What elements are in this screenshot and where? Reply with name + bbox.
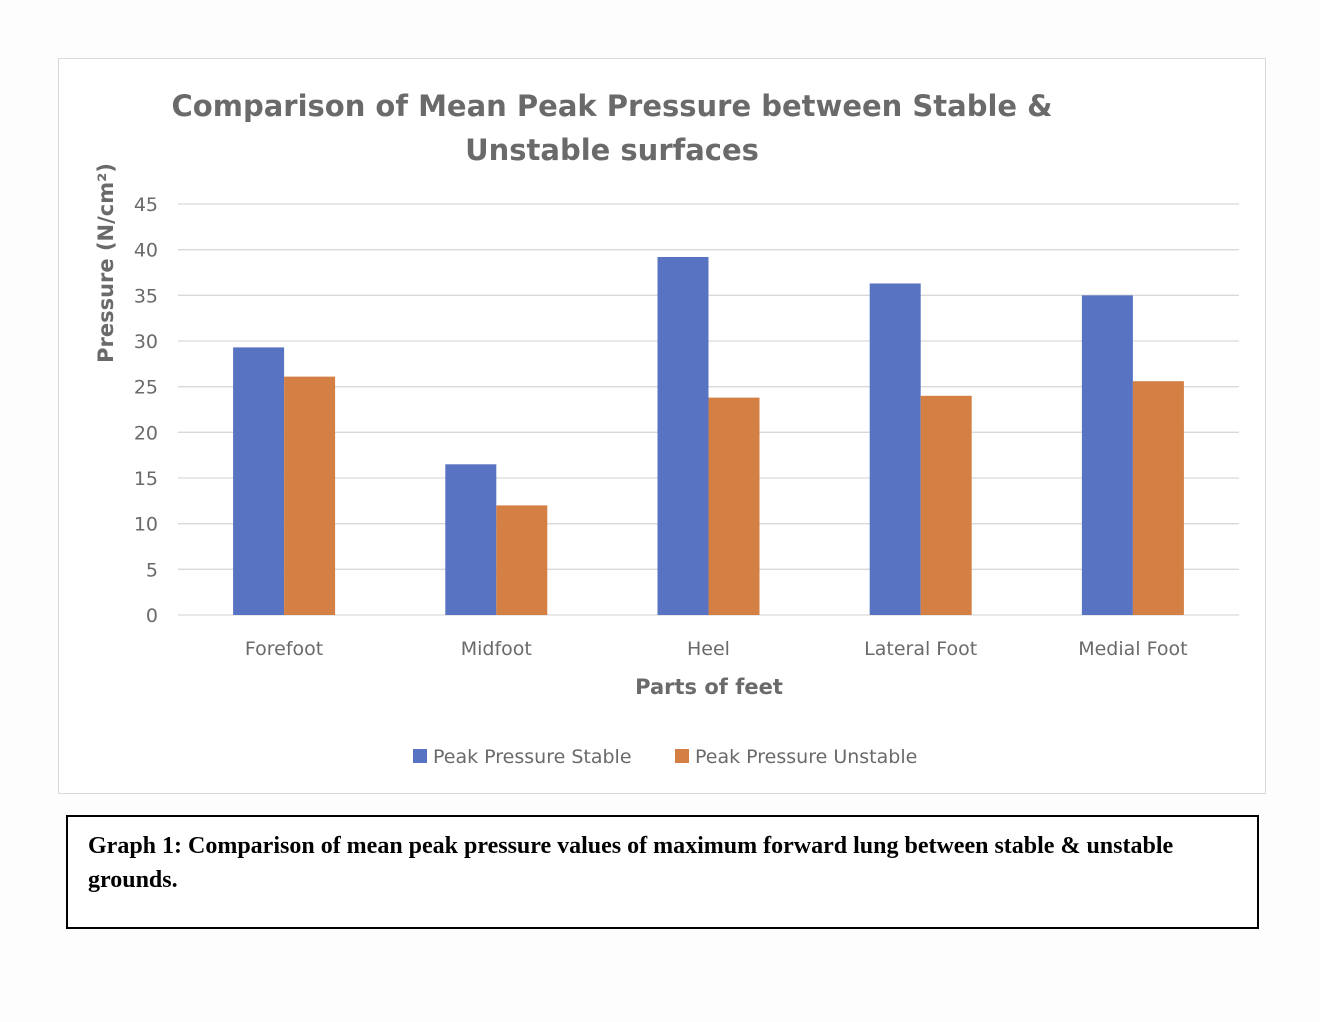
legend: Peak Pressure Stable Peak Pressure Unstab… xyxy=(413,746,917,768)
bar-stable-heel xyxy=(657,256,709,615)
y-tick-label: 10 xyxy=(134,514,158,536)
y-tick-label: 40 xyxy=(134,240,158,262)
y-tick-label: 15 xyxy=(134,468,158,490)
x-axis-ticks: Forefoot Midfoot Heel Lateral Foot Medial Fo… xyxy=(245,638,1188,660)
bar-unstable-medial-foot xyxy=(1132,381,1184,615)
y-tick-label: 25 xyxy=(134,377,158,399)
chart-title-line-2: Unstable surfaces xyxy=(465,133,759,167)
chart-frame: Comparison of Mean Peak Pressure between… xyxy=(58,58,1266,794)
x-tick-label: Forefoot xyxy=(245,638,323,660)
x-tick-label: Lateral Foot xyxy=(864,638,977,660)
x-tick-label: Midfoot xyxy=(461,638,532,660)
y-tick-label: 45 xyxy=(134,194,158,216)
bar-chart: Comparison of Mean Peak Pressure between… xyxy=(94,89,1239,768)
bar-stable-forefoot xyxy=(233,347,285,615)
bar-stable-lateral-foot xyxy=(869,283,921,615)
bars xyxy=(233,256,1184,615)
x-tick-label: Heel xyxy=(687,638,730,660)
bar-unstable-heel xyxy=(708,397,760,615)
legend-swatch xyxy=(675,749,689,763)
x-axis-title: Parts of feet xyxy=(635,675,783,699)
legend-swatch xyxy=(413,749,427,763)
bar-stable-medial-foot xyxy=(1081,295,1133,615)
legend-label: Peak Pressure Stable xyxy=(433,746,632,768)
bar-stable-midfoot xyxy=(445,464,497,615)
bar-unstable-midfoot xyxy=(496,505,548,615)
y-axis-ticks: 0 5 10 15 20 25 30 35 40 45 xyxy=(134,194,158,627)
legend-label: Peak Pressure Unstable xyxy=(695,746,917,768)
bar-unstable-lateral-foot xyxy=(920,395,972,615)
figure-caption-box: Graph 1: Comparison of mean peak pressur… xyxy=(66,815,1259,929)
y-tick-label: 0 xyxy=(146,605,158,627)
y-tick-label: 20 xyxy=(134,422,158,444)
bar-unstable-forefoot xyxy=(284,376,336,615)
y-tick-label: 5 xyxy=(146,559,158,581)
y-axis-title: Pressure (N/cm²) xyxy=(94,163,118,363)
figure-caption: Graph 1: Comparison of mean peak pressur… xyxy=(88,833,1174,893)
y-tick-label: 30 xyxy=(134,331,158,353)
y-tick-label: 35 xyxy=(134,285,158,307)
chart-title-line-1: Comparison of Mean Peak Pressure between… xyxy=(172,89,1053,123)
x-tick-label: Medial Foot xyxy=(1078,638,1187,660)
